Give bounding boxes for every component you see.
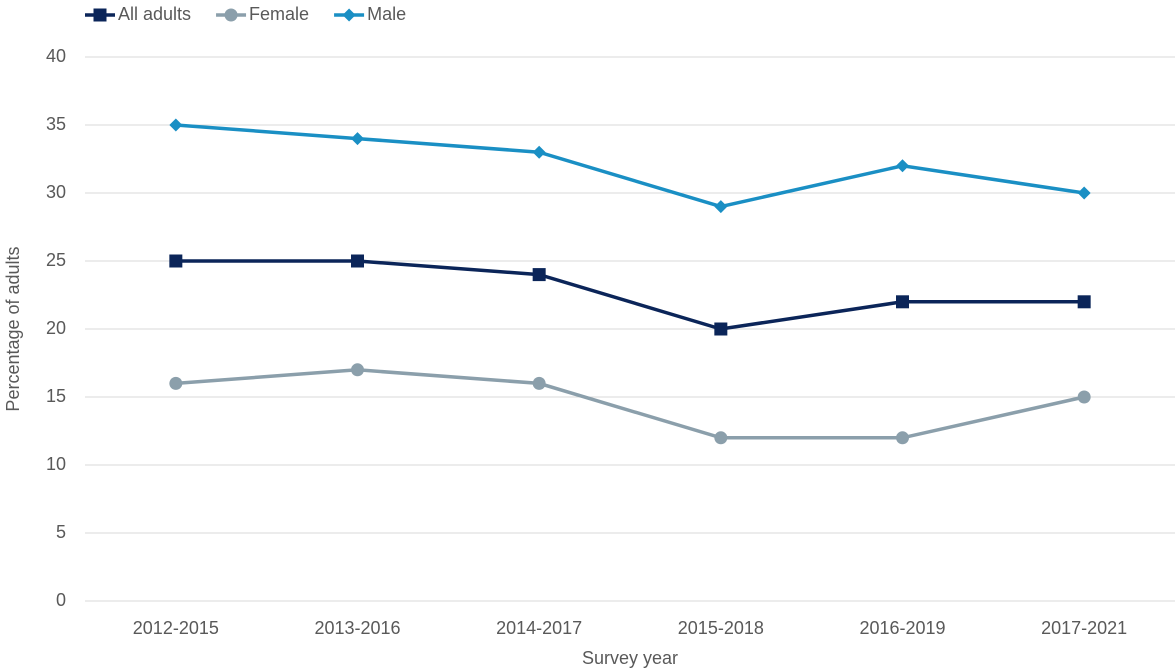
legend-label: Female <box>249 4 309 24</box>
x-tick-label: 2017-2021 <box>1041 618 1127 638</box>
y-tick-label: 25 <box>46 250 66 270</box>
legend-marker <box>224 8 238 22</box>
x-tick-label: 2014-2017 <box>496 618 582 638</box>
data-point <box>714 200 728 214</box>
x-tick-label: 2012-2015 <box>133 618 219 638</box>
y-tick-label: 35 <box>46 114 66 134</box>
data-point <box>532 376 546 390</box>
x-tick-label: 2016-2019 <box>859 618 945 638</box>
y-axis-label: Percentage of adults <box>3 246 23 411</box>
data-point <box>896 159 909 173</box>
data-point <box>896 295 909 309</box>
data-point <box>1077 295 1091 309</box>
legend-label: Male <box>367 4 406 24</box>
y-tick-label: 10 <box>46 454 66 474</box>
legend-marker <box>93 8 107 22</box>
y-tick-label: 5 <box>56 522 66 542</box>
y-tick-label: 30 <box>46 182 66 202</box>
series-line <box>175 123 1085 209</box>
legend-marker <box>342 8 356 22</box>
data-point <box>532 268 546 282</box>
data-point <box>1077 390 1091 404</box>
data-point <box>351 132 364 146</box>
data-point <box>714 322 728 336</box>
data-point <box>351 254 364 268</box>
y-tick-label: 20 <box>46 318 66 338</box>
data-point <box>896 431 909 445</box>
y-tick-label: 40 <box>46 46 66 66</box>
y-tick-label: 0 <box>56 590 66 610</box>
data-point <box>1077 186 1091 200</box>
series-line <box>175 259 1085 331</box>
data-point <box>351 363 364 377</box>
y-tick-label: 15 <box>46 386 66 406</box>
data-point <box>169 254 183 268</box>
x-axis-label: Survey year <box>582 648 678 668</box>
data-point <box>169 376 183 390</box>
x-tick-label: 2013-2016 <box>314 618 400 638</box>
series-line <box>175 368 1085 440</box>
data-point <box>169 118 183 132</box>
data-point <box>714 431 728 445</box>
data-point <box>532 145 546 159</box>
legend-label: All adults <box>118 4 191 24</box>
x-tick-label: 2015-2018 <box>678 618 764 638</box>
